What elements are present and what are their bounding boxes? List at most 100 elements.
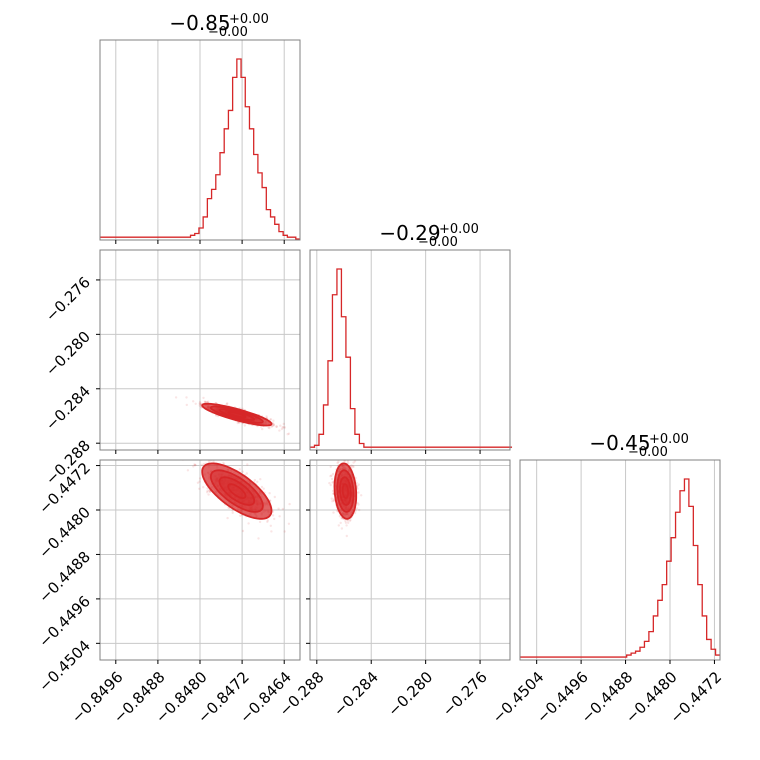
sample-point [356,484,359,488]
sample-point [190,446,192,448]
sample-point [256,480,259,483]
sample-point [204,401,208,404]
sample-point [209,490,212,493]
sample-point [202,396,205,400]
title-param-1: −0.29 [379,221,440,245]
sample-point [339,521,342,525]
sample-point [193,463,197,467]
sample-point [330,497,333,500]
sample-point [353,460,357,463]
histogram-param-1 [310,268,513,448]
sample-point [273,517,276,521]
sample-point [343,460,346,463]
sample-point [286,433,289,436]
sample-point [332,499,336,502]
sample-point [282,426,285,429]
sample-point [257,537,260,540]
sample-point [278,429,281,432]
sample-point [302,521,304,523]
sample-point [231,511,234,514]
title-unc-plus-0: +0.00 [229,12,269,27]
sample-point [265,415,268,418]
panel-frame-2-2 [519,459,721,661]
grid-layer [100,40,715,660]
sample-point [258,520,262,524]
sample-point [343,444,345,446]
sample-point [225,402,228,406]
sample-point [350,464,353,467]
sample-point [198,404,201,407]
contour-2-0-3 [201,462,273,520]
sample-point [211,455,213,457]
sample-point [241,470,244,473]
sample-point [198,487,201,490]
sample-point [199,402,202,405]
sample-point [331,481,334,484]
contour-2-1-3 [333,462,358,520]
sample-point [202,462,205,466]
sample-point [245,472,248,475]
sample-point [331,489,335,493]
y-tick-label-1-2: −0.280 [42,328,94,380]
sample-point [346,519,350,522]
sample-point [357,483,360,486]
sample-point [356,501,359,505]
sample-point [356,487,359,490]
sample-point [345,447,347,449]
sample-point [194,463,197,467]
sample-point [272,419,275,422]
sample-point [261,427,264,431]
sample-point [352,461,355,464]
sample-point [283,426,287,429]
title-unc-plus-2: +0.00 [649,432,689,447]
sample-point [192,400,195,403]
sample-point [271,514,275,517]
histogram-param-0 [100,58,300,240]
sample-point [353,511,357,515]
sample-point [247,522,250,525]
sample-point [231,509,234,512]
sample-point [268,492,271,495]
sample-point [280,427,284,431]
sample-point [347,462,350,465]
sample-point [345,534,348,538]
sample-point [226,402,229,405]
sample-point [357,491,360,494]
sample-point [272,424,276,427]
sample-point [241,529,245,533]
sample-point [287,522,291,525]
sample-point [266,520,269,523]
sample-point [337,524,340,527]
x-tick-label-1-3: −0.276 [439,668,491,720]
sample-point [273,495,276,499]
title-unc-minus-2: −0.00 [628,445,668,460]
sample-point [202,486,205,489]
sample-point [208,490,211,493]
sample-point [259,478,262,481]
sample-point [332,498,336,501]
title-unc-plus-1: +0.00 [439,222,479,237]
sample-point [206,491,209,494]
sample-point [331,500,334,503]
y-tick-label-1-3: −0.276 [42,273,94,325]
sample-point [268,426,271,430]
sample-point [185,396,188,399]
ticks-layer: −0.8496−0.8488−0.8480−0.8472−0.8464−0.28… [35,240,725,727]
sample-point [329,474,332,478]
sample-point [253,478,257,482]
sample-point [345,524,348,527]
sample-point [262,487,265,490]
pair-panel-2-0 [181,446,304,540]
sample-point [203,400,207,404]
title-value-0: −0.85 [169,11,230,35]
sample-point [198,480,201,483]
sample-point [174,396,178,399]
title-unc-minus-0: −0.00 [208,25,248,40]
sample-point [272,424,275,427]
sample-point [338,515,342,518]
sample-point [355,507,359,510]
sample-point [287,432,291,435]
sample-point [349,518,352,521]
sample-point [206,489,209,492]
